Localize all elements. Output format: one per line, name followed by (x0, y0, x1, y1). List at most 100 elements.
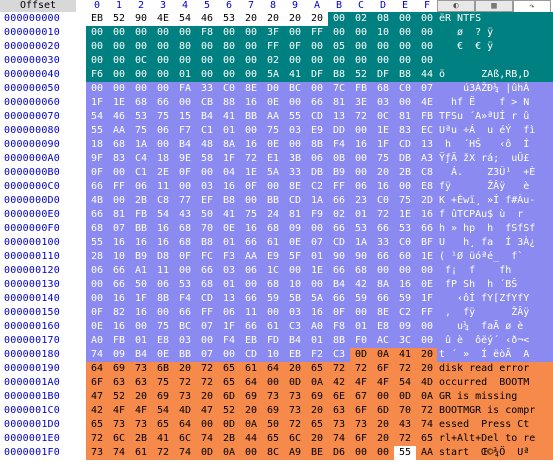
hex-byte[interactable]: 01 (306, 334, 328, 348)
hex-byte[interactable]: 20 (306, 404, 328, 418)
hex-byte[interactable]: 20 (372, 418, 394, 432)
hex-byte[interactable]: 8E (372, 306, 394, 320)
hex-byte[interactable]: F6 (86, 68, 108, 82)
hex-byte[interactable]: 68 (372, 82, 394, 96)
ascii-row[interactable]: fÿ ŽÂÿ è (437, 180, 553, 194)
hex-byte[interactable]: 16 (130, 306, 152, 320)
hex-byte[interactable]: 0D (284, 376, 306, 390)
hex-byte[interactable]: 00 (196, 418, 218, 432)
ascii-row[interactable]: rl+Alt+Del to re (437, 432, 553, 446)
hex-byte[interactable]: 00 (130, 40, 152, 54)
hex-byte[interactable]: 73 (130, 418, 152, 432)
hex-byte[interactable]: CD (196, 292, 218, 306)
hex-byte[interactable]: 65 (306, 418, 328, 432)
hex-byte[interactable]: A9 (284, 446, 306, 460)
hex-byte[interactable]: B4 (130, 348, 152, 362)
hex-byte[interactable]: 1C (262, 264, 284, 278)
ascii-panel[interactable]: ëR NTFS ø ? ÿ € € ÿ ö ZAß,RB,D ú3ÀŽÐ¼ |ûh… (437, 12, 553, 460)
hex-byte[interactable]: 0F (86, 306, 108, 320)
hex-byte[interactable]: 0F (174, 166, 196, 180)
hex-byte[interactable]: 47 (86, 390, 108, 404)
hex-byte[interactable]: 20 (416, 362, 438, 376)
hex-byte[interactable]: 0E (152, 348, 174, 362)
hex-byte[interactable]: 0A (306, 376, 328, 390)
hex-byte[interactable]: 68 (86, 222, 108, 236)
hex-byte[interactable]: 65 (416, 432, 438, 446)
hex-byte[interactable]: 0A (240, 418, 262, 432)
hex-byte[interactable]: 00 (152, 54, 174, 68)
hex-byte[interactable]: 00 (306, 82, 328, 96)
hex-byte[interactable]: 2B (394, 166, 416, 180)
hex-byte[interactable]: 00 (416, 334, 438, 348)
hex-byte[interactable]: 90 (350, 250, 372, 264)
hex-byte[interactable]: 20 (174, 362, 196, 376)
hex-byte[interactable]: 69 (240, 390, 262, 404)
ascii-row[interactable]: ö ZAß,RB,D (437, 68, 553, 82)
hex-byte[interactable]: 2E (152, 166, 174, 180)
hex-byte[interactable]: 72 (394, 432, 416, 446)
hex-byte[interactable]: 03 (174, 334, 196, 348)
hex-byte[interactable]: 55 (284, 110, 306, 124)
hex-byte[interactable]: 0D (196, 446, 218, 460)
hex-byte[interactable]: F4 (174, 292, 196, 306)
hex-byte[interactable]: 8C (262, 446, 284, 460)
hex-byte[interactable]: 01 (218, 124, 240, 138)
ascii-row[interactable]: start Œ©¾Ö Uª (437, 446, 553, 460)
hex-byte[interactable]: 11 (152, 264, 174, 278)
hex-byte[interactable]: F7 (174, 124, 196, 138)
hex-byte[interactable]: 65 (218, 362, 240, 376)
hex-byte[interactable]: 20 (240, 404, 262, 418)
hex-byte[interactable]: CD (394, 138, 416, 152)
hex-byte[interactable]: 13 (328, 110, 350, 124)
hex-byte[interactable]: C0 (372, 194, 394, 208)
hex-byte[interactable]: 66 (372, 250, 394, 264)
hex-byte[interactable]: 20 (372, 432, 394, 446)
hex-byte[interactable]: BC (284, 82, 306, 96)
hex-byte[interactable]: CD (328, 236, 350, 250)
hex-byte[interactable]: 00 (372, 54, 394, 68)
hex-byte[interactable]: 00 (174, 54, 196, 68)
hex-byte[interactable]: 0A (372, 348, 394, 362)
hex-byte[interactable]: 46 (108, 110, 130, 124)
hex-byte[interactable]: 68 (262, 278, 284, 292)
hex-byte[interactable]: 8B (306, 138, 328, 152)
hex-byte[interactable]: 65 (86, 418, 108, 432)
hex-byte[interactable]: 7C (328, 82, 350, 96)
hex-byte[interactable]: 07 (306, 236, 328, 250)
hex-byte[interactable]: 00 (86, 292, 108, 306)
hex-byte[interactable]: 00 (372, 40, 394, 54)
hex-byte[interactable]: FF (416, 306, 438, 320)
hex-byte[interactable]: 4E (152, 12, 174, 26)
hex-byte[interactable]: C2 (394, 306, 416, 320)
hex-byte[interactable]: EB (284, 348, 306, 362)
hex-byte[interactable]: 00 (218, 68, 240, 82)
hex-byte[interactable]: 00 (416, 26, 438, 40)
ascii-row[interactable]: h » hp h fSfSf (437, 222, 553, 236)
ascii-row[interactable]: occurred BOOTM (437, 376, 553, 390)
hex-byte[interactable]: 1E (394, 208, 416, 222)
ascii-row[interactable]: TFSu ´A»ªUÍ r û (437, 110, 553, 124)
hex-byte[interactable]: 74 (174, 446, 196, 460)
hex-byte[interactable]: 54 (152, 404, 174, 418)
hex-byte[interactable]: 0E (86, 320, 108, 334)
hex-byte[interactable]: 0D (350, 348, 372, 362)
hex-byte[interactable]: 43 (394, 418, 416, 432)
hex-byte[interactable]: 10 (372, 26, 394, 40)
hex-byte[interactable]: 75 (262, 124, 284, 138)
hex-byte[interactable]: 20 (284, 362, 306, 376)
hex-byte[interactable]: 74 (86, 348, 108, 362)
hex-byte[interactable]: 02 (262, 54, 284, 68)
hex-byte[interactable]: 4F (372, 376, 394, 390)
hex-byte[interactable]: 2B (130, 432, 152, 446)
hex-byte[interactable]: 00 (108, 54, 130, 68)
hex-byte[interactable]: 3E (350, 96, 372, 110)
hex-byte[interactable]: 41 (284, 68, 306, 82)
hex-byte[interactable]: 1A (350, 236, 372, 250)
hex-byte[interactable]: 00 (394, 40, 416, 54)
hex-byte[interactable]: 0C (130, 54, 152, 68)
hex-byte[interactable]: BB (174, 348, 196, 362)
hex-byte[interactable]: B4 (196, 110, 218, 124)
hex-byte[interactable]: FF (262, 40, 284, 54)
hex-byte[interactable]: 16 (152, 236, 174, 250)
hex-byte[interactable]: 66 (152, 96, 174, 110)
